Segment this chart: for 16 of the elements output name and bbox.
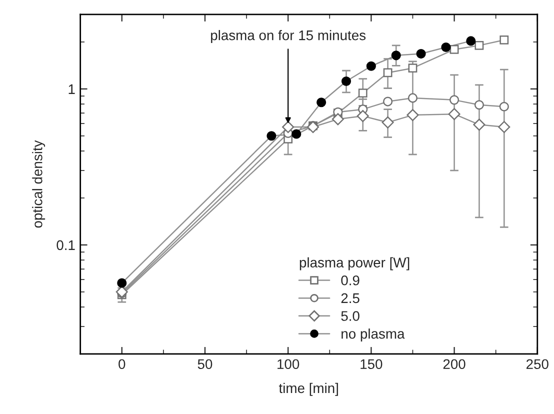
x-tick-label: 150 — [360, 359, 382, 370]
y-tick-label: 1 — [68, 84, 75, 94]
x-tick-label: 50 — [198, 359, 212, 370]
x-tick-label: 200 — [443, 359, 466, 370]
legend-title: plasma power [W] — [300, 257, 410, 270]
x-tick-label: 100 — [278, 359, 300, 370]
y-tick-label: 0.1 — [56, 240, 75, 250]
x-tick-label: 250 — [526, 359, 548, 370]
annotation: plasma on for 15 minutes — [211, 30, 366, 43]
legend-label: 2.5 — [341, 293, 360, 304]
legend-label: 5.0 — [341, 311, 360, 321]
legend-label: no plasma — [342, 328, 405, 342]
x-axis-title: time [min] — [278, 382, 338, 396]
legend-label: 0.9 — [341, 275, 360, 286]
x-tick-label: 0 — [118, 359, 126, 370]
y-axis-title: optical density — [32, 140, 46, 228]
